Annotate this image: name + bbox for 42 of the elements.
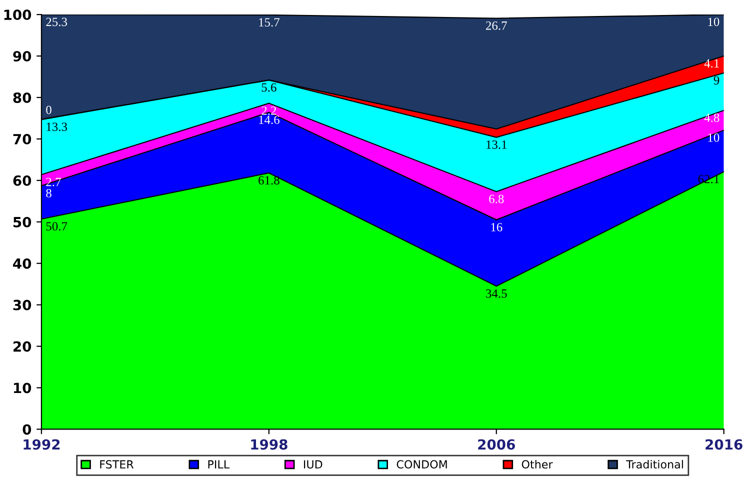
x-tick-label: 2006 [478,439,515,450]
data-label: 4.8 [704,113,720,122]
legend-label: IUD [304,460,322,469]
legend-label: Other [522,460,553,469]
y-tick-label: 100 [4,10,32,20]
x-tick-label: 1992 [24,439,60,450]
y-tick-label: 90 [13,50,32,62]
legend-label: FSTER [100,460,134,469]
data-label: 25.3 [46,18,68,26]
data-label: 13.1 [486,140,507,149]
y-tick-label: 60 [13,175,32,186]
y-tick-label: 70 [13,134,32,144]
legend-label: PILL [208,460,230,468]
legend-label: Traditional [626,460,683,469]
data-label: 6.8 [489,194,504,204]
data-label: 61.8 [258,176,280,185]
y-tick-label: 50 [13,216,32,228]
data-label: 0 [46,106,52,114]
data-label: 2.7 [46,178,61,186]
legend-label: CONDOM [396,460,447,469]
y-tick-label: 30 [13,300,32,310]
data-label: 14.6 [259,116,280,124]
data-label: 15.7 [259,18,280,27]
data-label: 13.3 [46,122,68,132]
y-tick-label: 10 [14,382,32,394]
data-label: 10 [708,18,720,26]
y-tick-label: 0 [22,424,32,435]
data-label: 50.7 [46,222,68,231]
y-tick-label: 20 [14,341,32,352]
y-tick-label: 80 [13,92,32,103]
data-label: 10 [708,133,720,142]
data-label: 4.1 [704,59,719,68]
x-tick-label: 1998 [251,439,288,450]
data-label: 26.7 [486,21,507,30]
data-label: 5.6 [262,83,276,92]
data-label: 2.2 [262,106,276,115]
x-tick-label: 2016 [706,439,742,450]
data-label: 16 [491,222,502,232]
data-label: 34.5 [486,289,507,298]
data-label: 8 [46,188,52,198]
data-label: 9 [714,76,720,85]
y-tick-label: 40 [13,258,32,269]
